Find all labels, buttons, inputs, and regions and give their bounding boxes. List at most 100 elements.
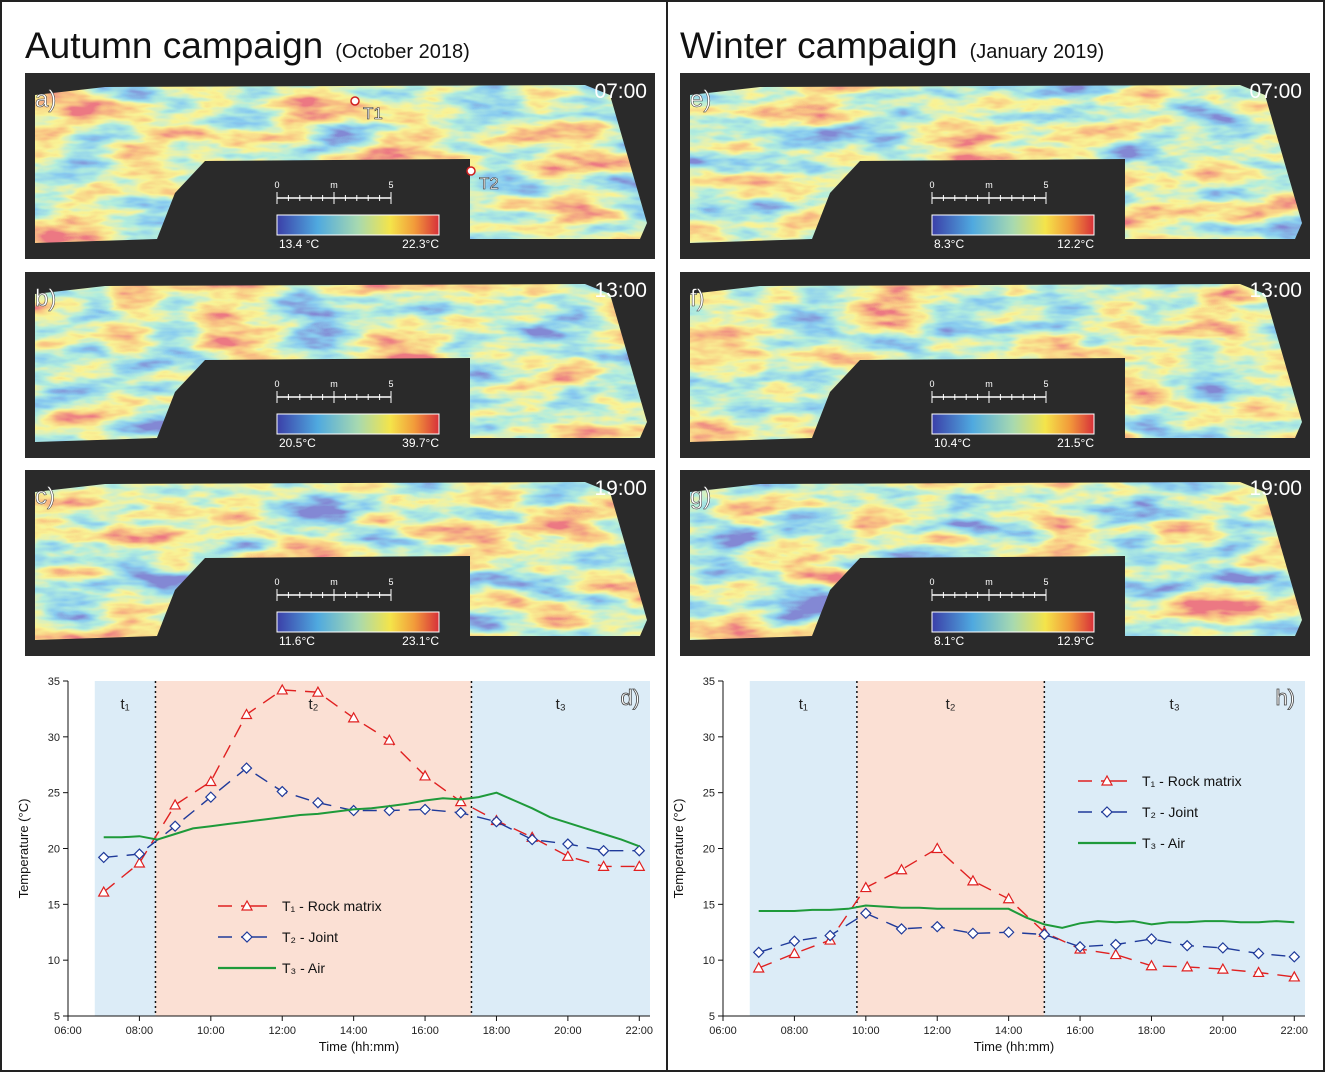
y-axis-label: Temperature (°C) bbox=[671, 799, 686, 899]
colorbar-min: 13.4 °C bbox=[279, 237, 319, 251]
x-tick-label: 08:00 bbox=[126, 1025, 154, 1037]
image-label: b) bbox=[35, 285, 56, 312]
colorbar-max: 21.5°C bbox=[1057, 436, 1094, 450]
x-tick-label: 14:00 bbox=[995, 1025, 1023, 1037]
colorbar-max: 12.2°C bbox=[1057, 237, 1094, 251]
x-tick-label: 10:00 bbox=[852, 1025, 880, 1037]
y-tick-label: 30 bbox=[48, 732, 60, 744]
y-tick-label: 35 bbox=[48, 676, 60, 688]
panel-title: Autumn campaign bbox=[25, 25, 323, 66]
scale-unit: m bbox=[330, 577, 338, 587]
image-label: g) bbox=[690, 483, 711, 510]
colorbar bbox=[932, 414, 1094, 434]
period-span bbox=[95, 681, 156, 1016]
scale-start: 0 bbox=[274, 180, 279, 190]
image-label: a) bbox=[35, 86, 56, 113]
y-tick-label: 5 bbox=[709, 1011, 715, 1023]
x-tick-label: 06:00 bbox=[54, 1025, 82, 1037]
x-tick-label: 06:00 bbox=[709, 1025, 737, 1037]
chart: t₁t₂t₃d)510152025303506:0008:0010:0012:0… bbox=[16, 676, 653, 1054]
x-axis-label: Time (hh:mm) bbox=[319, 1039, 399, 1054]
y-tick-label: 15 bbox=[48, 899, 60, 911]
image-time: 13:00 bbox=[1249, 279, 1302, 302]
scale-unit: m bbox=[330, 180, 338, 190]
period-label: t₃ bbox=[1170, 696, 1180, 713]
period-span bbox=[857, 681, 1044, 1016]
scale-end: 5 bbox=[1043, 577, 1048, 587]
scale-start: 0 bbox=[274, 379, 279, 389]
scale-end: 5 bbox=[1043, 180, 1048, 190]
thermal-image: f)13:000m510.4°C21.5°C bbox=[680, 272, 1310, 458]
image-time: 19:00 bbox=[1249, 477, 1302, 500]
x-tick-label: 18:00 bbox=[1138, 1025, 1166, 1037]
measure-point-label: T2 bbox=[479, 174, 499, 193]
measure-point-label: T1 bbox=[363, 104, 383, 123]
legend-label: T₂ - Joint bbox=[282, 929, 338, 945]
scale-end: 5 bbox=[388, 379, 393, 389]
legend-label: T₃ - Air bbox=[1142, 835, 1185, 851]
scale-unit: m bbox=[985, 577, 993, 587]
colorbar-min: 10.4°C bbox=[934, 436, 971, 450]
legend-label: T₁ - Rock matrix bbox=[1142, 773, 1242, 789]
y-tick-label: 20 bbox=[48, 844, 60, 856]
scale-start: 0 bbox=[929, 379, 934, 389]
x-tick-label: 22:00 bbox=[1281, 1025, 1309, 1037]
y-tick-label: 25 bbox=[48, 788, 60, 800]
scale-end: 5 bbox=[388, 180, 393, 190]
period-label: t₃ bbox=[556, 696, 566, 713]
period-label: t₂ bbox=[308, 696, 318, 713]
panel-subtitle: (January 2019) bbox=[970, 41, 1105, 63]
x-axis-label: Time (hh:mm) bbox=[974, 1039, 1054, 1054]
y-tick-label: 20 bbox=[703, 844, 715, 856]
scale-end: 5 bbox=[1043, 379, 1048, 389]
image-label: f) bbox=[690, 285, 705, 312]
y-tick-label: 10 bbox=[48, 955, 60, 967]
y-tick-label: 5 bbox=[54, 1011, 60, 1023]
x-tick-label: 16:00 bbox=[1066, 1025, 1094, 1037]
colorbar-max: 22.3°C bbox=[402, 237, 439, 251]
thermal-image: g)19:000m58.1°C12.9°C bbox=[680, 470, 1310, 656]
y-tick-label: 30 bbox=[703, 732, 715, 744]
period-label: t₁ bbox=[799, 696, 808, 713]
chart-panel-label: h) bbox=[1275, 685, 1295, 710]
period-label: t₁ bbox=[121, 696, 130, 713]
scale-end: 5 bbox=[388, 577, 393, 587]
colorbar-min: 8.3°C bbox=[934, 237, 964, 251]
thermal-image: a) 07:00 0 m 5 13.4 °C 22.3°C T1 T2 bbox=[25, 73, 655, 259]
thermal-image: c)19:000m511.6°C23.1°C bbox=[25, 470, 655, 656]
period-span bbox=[471, 681, 650, 1016]
colorbar-max: 39.7°C bbox=[402, 436, 439, 450]
x-tick-label: 20:00 bbox=[554, 1025, 582, 1037]
colorbar bbox=[932, 612, 1094, 632]
y-tick-label: 10 bbox=[703, 955, 715, 967]
page: {"panels": [ {"title": "Autumn campaign"… bbox=[0, 0, 1325, 1072]
scale-unit: m bbox=[330, 379, 338, 389]
x-tick-label: 14:00 bbox=[340, 1025, 368, 1037]
figure: Autumn campaign (October 2018) a) 07:00 0 m 5 1… bbox=[0, 0, 1325, 1072]
image-time: 13:00 bbox=[594, 279, 647, 302]
scale-unit: m bbox=[985, 180, 993, 190]
x-tick-label: 20:00 bbox=[1209, 1025, 1237, 1037]
x-tick-label: 10:00 bbox=[197, 1025, 225, 1037]
scale-start: 0 bbox=[929, 180, 934, 190]
measure-point bbox=[467, 167, 475, 175]
legend-label: T₁ - Rock matrix bbox=[282, 898, 382, 914]
y-axis-label: Temperature (°C) bbox=[16, 799, 31, 899]
panel-subtitle: (October 2018) bbox=[335, 41, 470, 63]
period-label: t₂ bbox=[946, 696, 956, 713]
colorbar-max: 23.1°C bbox=[402, 634, 439, 648]
colorbar bbox=[277, 414, 439, 434]
x-tick-label: 12:00 bbox=[268, 1025, 296, 1037]
image-time: 07:00 bbox=[594, 80, 647, 103]
x-tick-label: 16:00 bbox=[411, 1025, 439, 1037]
colorbar-min: 8.1°C bbox=[934, 634, 964, 648]
y-tick-label: 35 bbox=[703, 676, 715, 688]
colorbar-max: 12.9°C bbox=[1057, 634, 1094, 648]
legend-label: T₂ - Joint bbox=[1142, 804, 1198, 820]
image-time: 07:00 bbox=[1249, 80, 1302, 103]
scale-start: 0 bbox=[274, 577, 279, 587]
colorbar bbox=[277, 612, 439, 632]
